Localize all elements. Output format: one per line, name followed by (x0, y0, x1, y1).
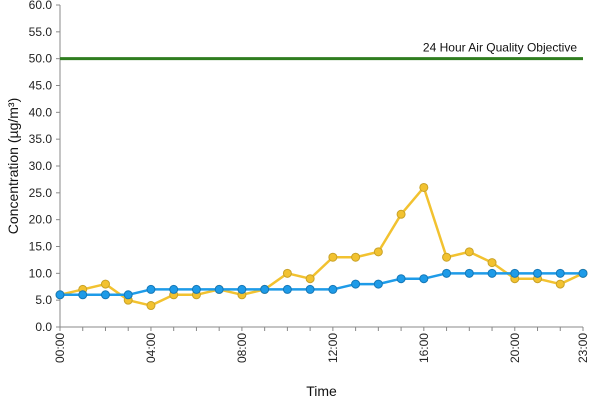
series-2-point (237, 284, 247, 294)
series-1-point (419, 182, 429, 192)
x-tick-label: 04:00 (144, 333, 158, 363)
series-2-point (510, 268, 520, 278)
series-1-point (487, 258, 497, 268)
series-2-point (351, 279, 361, 289)
series-2-point (396, 274, 406, 284)
series-2-point (373, 279, 383, 289)
series-2-point (214, 284, 224, 294)
series-1-point (146, 301, 156, 311)
series-1-point (464, 247, 474, 257)
y-tick-label: 55.0 (29, 25, 53, 39)
series-1-point (351, 252, 361, 262)
series-2-point (328, 284, 338, 294)
y-tick-label: 25.0 (29, 186, 53, 200)
series-1-line (59, 186, 584, 307)
series-2-point (464, 268, 474, 278)
series-2-point (260, 284, 270, 294)
y-tick-label: 10.0 (29, 266, 53, 280)
series-2-point (78, 290, 88, 300)
series-2-point (191, 284, 201, 294)
series-2-point (555, 268, 565, 278)
axes: 0.0 5.0 10.0 15.0 20.0 25.0 30.0 35.0 40.0 45.0 50… (29, 0, 590, 363)
series-1-point (100, 279, 110, 289)
series-1-point (328, 252, 338, 262)
series-1-point (373, 247, 383, 257)
y-tick-label: 60.0 (29, 0, 53, 12)
series-2-point (123, 290, 133, 300)
series-2-point (442, 268, 452, 278)
series-2-point (100, 290, 110, 300)
x-tick-label: 20:00 (508, 333, 522, 363)
series-1-point (305, 274, 315, 284)
series-2-point (533, 268, 543, 278)
series-2-point (146, 284, 156, 294)
x-tick-label: 12:00 (326, 333, 340, 363)
series-1-point (282, 268, 292, 278)
reference-line-group: 24 Hour Air Quality Objective (60, 41, 583, 61)
series-2-point (55, 290, 65, 300)
series-1-point (555, 279, 565, 289)
y-tick-label: 35.0 (29, 132, 53, 146)
y-tick-label: 45.0 (29, 79, 53, 93)
series-2-point (169, 284, 179, 294)
series-2-point (578, 268, 588, 278)
x-tick-label: 16:00 (417, 333, 431, 363)
series-2-point (419, 274, 429, 284)
y-tick-label: 40.0 (29, 105, 53, 119)
y-tick-label: 20.0 (29, 213, 53, 227)
series-group (55, 182, 588, 311)
y-tick-label: 0.0 (35, 320, 52, 334)
y-axis-title: Concentration (µg/m³) (5, 98, 21, 234)
reference-line-label: 24 Hour Air Quality Objective (423, 41, 577, 55)
series-2-point (305, 284, 315, 294)
y-tick-label: 15.0 (29, 240, 53, 254)
x-tick-label: 23:00 (576, 333, 590, 363)
series-1-point (396, 209, 406, 219)
series-2-point (487, 268, 497, 278)
series-2-line (60, 272, 583, 297)
y-tick-label: 30.0 (29, 159, 53, 173)
y-tick-label: 5.0 (35, 293, 52, 307)
series-2-point (282, 284, 292, 294)
x-tick-label: 08:00 (235, 333, 249, 363)
x-tick-label: 00:00 (53, 333, 67, 363)
x-axis-title: Time (306, 383, 337, 399)
series-1-point (442, 252, 452, 262)
y-tick-label: 50.0 (29, 52, 53, 66)
